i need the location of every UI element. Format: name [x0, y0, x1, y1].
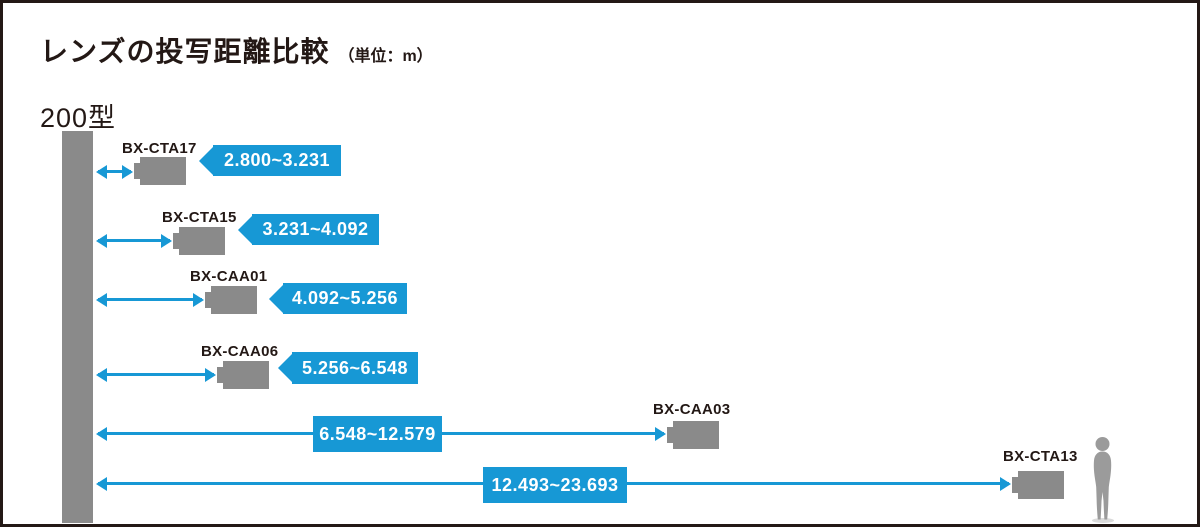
lens-model-label: BX-CAA06 — [201, 343, 279, 360]
person-silhouette-icon — [1092, 437, 1114, 523]
projector-icon — [1012, 471, 1064, 499]
arrowhead-right-icon — [655, 427, 666, 441]
projector-lens-icon — [1012, 477, 1018, 493]
distance-range-callout: 4.092~5.256 — [269, 283, 407, 314]
distance-arrow — [96, 165, 133, 179]
distance-range-callout: 3.231~4.092 — [238, 214, 379, 245]
arrowhead-right-icon — [1000, 477, 1011, 491]
arrowhead-right-icon — [193, 293, 204, 307]
callout-tail-icon — [269, 284, 283, 313]
distance-arrow-line — [98, 170, 131, 173]
arrowhead-right-icon — [122, 165, 133, 179]
distance-arrow — [96, 368, 216, 382]
lens-model-label: BX-CAA03 — [653, 401, 731, 418]
callout-tail-icon — [238, 215, 252, 244]
lens-model-label: BX-CTA13 — [1003, 448, 1078, 465]
screen-size-label: 200型 — [40, 103, 117, 133]
distance-range-callout: 12.493~23.693 — [483, 467, 627, 503]
projector-lens-icon — [217, 367, 223, 383]
arrowhead-left-icon — [96, 165, 107, 179]
projector-icon — [173, 227, 225, 255]
distance-arrow — [96, 234, 172, 248]
distance-range-callout: 6.548~12.579 — [313, 416, 442, 452]
distance-range-callout: 2.800~3.231 — [199, 145, 341, 176]
projector-icon — [667, 421, 719, 449]
callout-tail-icon — [199, 146, 213, 175]
projector-lens-icon — [173, 233, 179, 249]
title-text: レンズの投写距離比較 — [40, 36, 330, 67]
lens-model-label: BX-CAA01 — [190, 268, 268, 285]
arrowhead-left-icon — [96, 427, 107, 441]
distance-range-callout: 5.256~6.548 — [278, 352, 418, 384]
arrowhead-left-icon — [96, 477, 107, 491]
arrowhead-right-icon — [161, 234, 172, 248]
callout-tail-icon — [278, 354, 292, 382]
arrowhead-left-icon — [96, 293, 107, 307]
projector-lens-icon — [667, 427, 673, 443]
lens-model-label: BX-CTA17 — [122, 140, 197, 157]
lens-model-label: BX-CTA15 — [162, 209, 237, 226]
projector-icon — [205, 286, 257, 314]
projector-icon — [134, 157, 186, 185]
arrowhead-left-icon — [96, 234, 107, 248]
distance-arrow — [96, 293, 204, 307]
projector-lens-icon — [134, 163, 140, 179]
title-unit-text: （単位：m） — [338, 48, 433, 65]
arrowhead-right-icon — [205, 368, 216, 382]
screen-wall-bar — [62, 131, 93, 523]
distance-arrow-line — [98, 239, 170, 242]
distance-arrow-line — [98, 373, 214, 376]
projector-lens-icon — [205, 292, 211, 308]
page-title: レンズの投写距離比較 （単位：m） — [40, 30, 433, 70]
distance-arrow-line — [98, 298, 202, 301]
projector-icon — [217, 361, 269, 389]
arrowhead-left-icon — [96, 368, 107, 382]
